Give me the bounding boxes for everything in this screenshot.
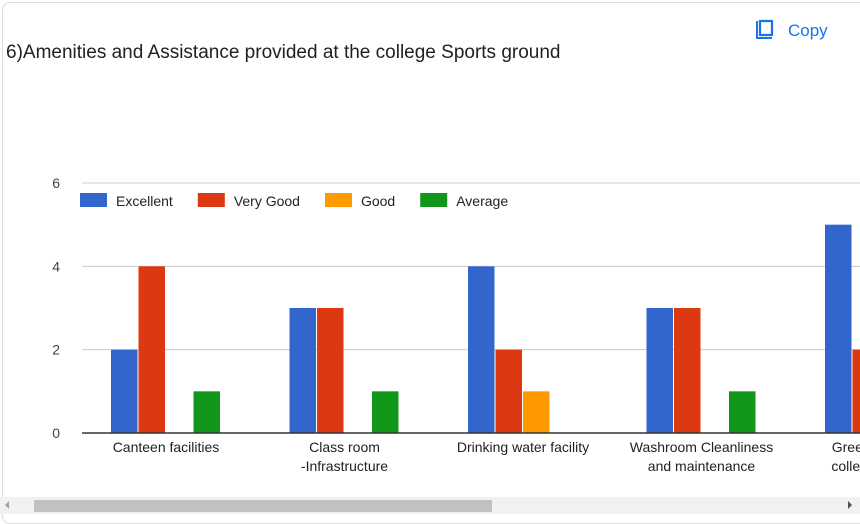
- y-tick-label: 0: [52, 425, 60, 441]
- bar: [139, 266, 166, 433]
- x-tick-label: college campus: [831, 458, 860, 474]
- x-tick-label: Washroom Cleanliness: [630, 439, 773, 455]
- legend-swatch: [325, 193, 352, 207]
- y-tick-label: 4: [52, 258, 60, 274]
- copy-icon: [752, 19, 776, 43]
- bar: [853, 350, 860, 433]
- bar: [647, 308, 674, 433]
- bar: [194, 391, 221, 433]
- copy-button[interactable]: Copy: [752, 16, 828, 46]
- chart-title: 6)Amenities and Assistance provided at t…: [6, 42, 561, 64]
- legend-label: Excellent: [116, 193, 173, 209]
- scroll-thumb[interactable]: [34, 500, 492, 512]
- x-tick-label: and maintenance: [648, 458, 756, 474]
- bar: [825, 225, 852, 433]
- bar: [523, 391, 550, 433]
- bar: [111, 350, 138, 433]
- scroll-right-arrow[interactable]: [848, 501, 852, 509]
- bar: [372, 391, 399, 433]
- bar-chart: 0 2 4 6 Canteen facilities Class room -Infrast…: [0, 0, 860, 497]
- copy-label: Copy: [788, 21, 828, 41]
- x-tick-label: Drinking water facility: [457, 439, 589, 455]
- legend-label: Very Good: [234, 193, 300, 209]
- x-tick-label: Greenery in the: [832, 439, 860, 455]
- bar: [496, 350, 523, 433]
- bar: [468, 266, 495, 433]
- x-tick-label: -Infrastructure: [301, 458, 388, 474]
- bar: [674, 308, 701, 433]
- legend-swatch: [420, 193, 447, 207]
- legend-label: Good: [361, 193, 395, 209]
- legend-label: Average: [456, 193, 508, 209]
- bar: [317, 308, 344, 433]
- y-tick-label: 6: [52, 175, 60, 191]
- horizontal-scrollbar[interactable]: [0, 497, 860, 514]
- bar: [729, 391, 756, 433]
- legend-swatch: [198, 193, 225, 207]
- legend-swatch: [80, 193, 107, 207]
- y-tick-label: 2: [52, 342, 60, 358]
- x-tick-label: Class room: [309, 439, 380, 455]
- x-tick-label: Canteen facilities: [113, 439, 220, 455]
- bar: [290, 308, 317, 433]
- scroll-left-arrow[interactable]: [5, 501, 9, 509]
